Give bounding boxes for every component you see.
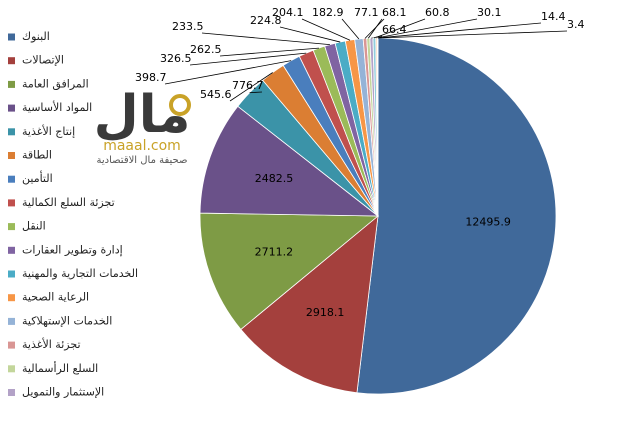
legend-label: الخدمات الإستهلاكية (22, 314, 112, 327)
data-label: 233.5 (172, 20, 204, 33)
data-label: 68.1 (382, 6, 407, 19)
leader-line (377, 22, 542, 39)
legend-label: تجزئة السلع الكمالية (22, 196, 115, 209)
legend-label: الطاقة (22, 149, 52, 162)
legend-swatch (8, 270, 15, 278)
legend-label: المواد الأساسية (22, 100, 92, 114)
legend-label: الإستثمار والتمويل (22, 386, 104, 399)
legend-label: الإتصالات (22, 54, 64, 67)
leader-line (219, 47, 319, 57)
data-label: 2711.2 (255, 246, 294, 259)
legend-swatch (8, 365, 15, 373)
data-label: 14.4 (541, 10, 566, 23)
data-label: 2482.5 (255, 172, 294, 185)
legend-label: المرافق العامة (22, 77, 89, 91)
legend-label: البنوك (22, 30, 50, 43)
data-label: 12495.9 (465, 216, 511, 229)
data-label: 30.1 (477, 6, 502, 19)
data-label: 3.4 (567, 18, 585, 31)
legend-swatch (8, 104, 15, 112)
legend-swatch (8, 294, 15, 302)
legend-swatch (8, 246, 15, 254)
leader-line (164, 60, 292, 85)
data-label: 2918.1 (306, 306, 345, 319)
legend-label: الخدمات التجارية والمهنية (22, 267, 138, 280)
legend-swatch (8, 175, 15, 183)
data-label: 182.9 (312, 6, 344, 19)
data-label: 77.1 (354, 6, 379, 19)
pie-slice (199, 212, 380, 331)
pie-slice (240, 215, 379, 394)
legend-swatch (8, 223, 15, 231)
legend-swatch (8, 33, 15, 41)
data-label: 204.1 (272, 6, 304, 19)
logo-caption: صحيفة مال الاقتصادية (96, 155, 187, 166)
data-label: 224.8 (250, 14, 282, 27)
logo-mark: مال (94, 85, 191, 145)
data-label: 398.7 (135, 71, 167, 84)
leader-line (377, 30, 568, 39)
logo-site: maaal.com (103, 138, 181, 154)
leader-line (376, 18, 478, 39)
leader-line (249, 91, 263, 94)
legend-label: التأمين (22, 170, 53, 185)
data-label: 776.7 (232, 79, 264, 92)
pie-slice (356, 37, 557, 395)
leader-line (279, 26, 341, 43)
data-label: 545.6 (200, 88, 232, 101)
leader-line (364, 18, 385, 39)
legend-label: إدارة وتطوير العقارات (22, 243, 123, 256)
data-label: 60.8 (425, 6, 450, 19)
legend-swatch (8, 389, 15, 396)
leader-line (341, 18, 360, 40)
legend-swatch (8, 80, 15, 88)
legend-swatch (8, 152, 15, 159)
leader-line (301, 18, 351, 41)
legend-label: النقل (22, 220, 46, 233)
leader-line (374, 18, 426, 39)
leader-line (229, 72, 273, 102)
pie-slice (199, 105, 380, 217)
legend-label: تجزئة الأغذية (22, 337, 81, 351)
legend-swatch (8, 317, 15, 325)
legend-label: الرعاية الصحية (22, 291, 89, 304)
legend-label: السلع الرأسمالية (22, 361, 98, 375)
legend-swatch (8, 57, 15, 65)
legend-swatch (8, 199, 15, 207)
logo-ring (169, 94, 191, 116)
leader-line (189, 52, 307, 66)
legend-swatch (8, 128, 15, 136)
logo: مال maaal.com صحيفة مال الاقتصادية (94, 85, 191, 166)
legend-label: إنتاج الأغذية (22, 124, 75, 138)
legend-swatch (8, 341, 15, 349)
leader-line (201, 32, 330, 46)
data-label: 326.5 (160, 52, 192, 65)
leader-line (367, 18, 383, 39)
data-label: 262.5 (190, 43, 222, 56)
